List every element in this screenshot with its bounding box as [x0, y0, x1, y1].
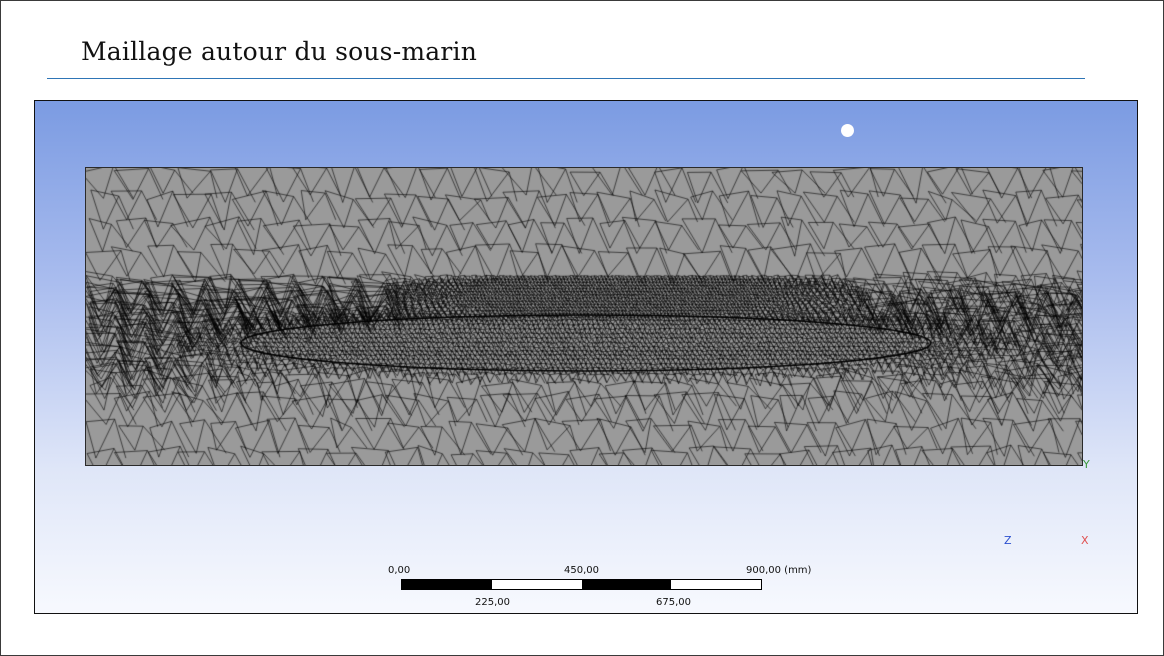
scale-label-900: 900,00 (mm) [746, 565, 812, 576]
scale-segment-3 [581, 580, 672, 589]
scale-label-675: 675,00 [656, 597, 691, 608]
axis-x-label: X [1081, 534, 1089, 547]
axis-y-label: Y [1083, 458, 1090, 471]
scale-segment-2 [491, 580, 582, 589]
axis-z-label: Z [1004, 534, 1012, 547]
mesh-canvas[interactable] [85, 167, 1083, 466]
mesh-viewport[interactable]: Y Z X 0,00 450,00 900,00 (mm) 225,00 675… [34, 100, 1138, 614]
title-underline [47, 78, 1085, 79]
scale-segment-4 [671, 580, 761, 589]
scale-label-450: 450,00 [564, 565, 599, 576]
scale-label-225: 225,00 [475, 597, 510, 608]
scale-segment-1 [402, 580, 492, 589]
light-indicator-icon [841, 124, 854, 137]
scale-label-0: 0,00 [388, 565, 411, 576]
scale-bar [401, 579, 762, 590]
slide-title: Maillage autour du sous-marin [81, 37, 478, 66]
